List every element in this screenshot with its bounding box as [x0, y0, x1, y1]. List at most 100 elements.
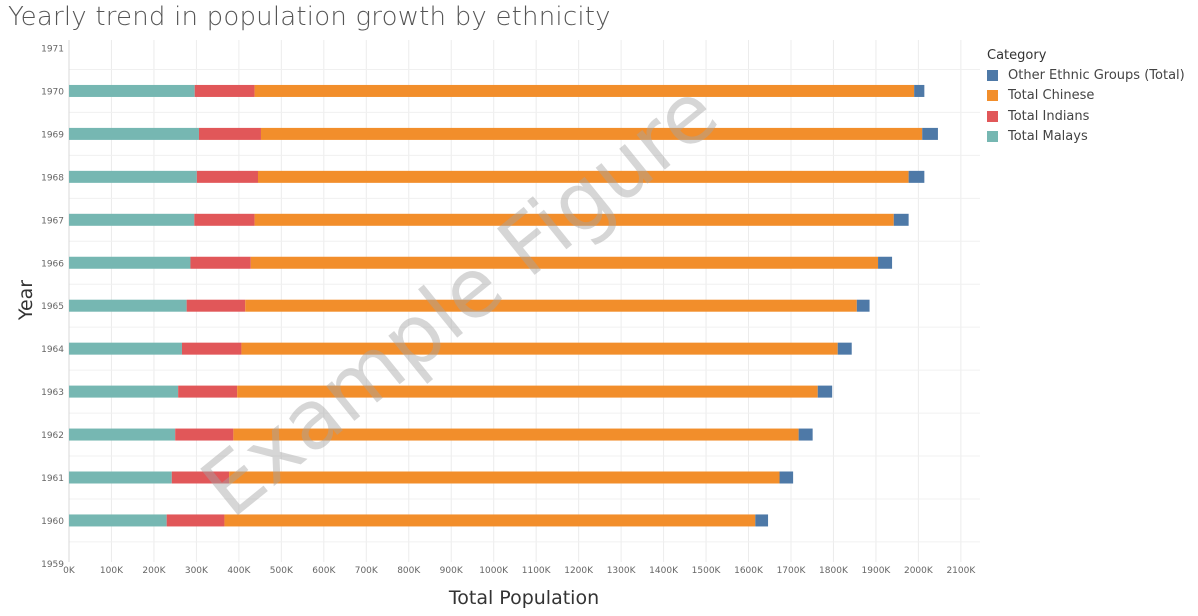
x-tick-label: 1400K [649, 566, 679, 576]
bar-segment [237, 385, 818, 398]
bar-segment [878, 256, 893, 269]
bar-segment [166, 514, 225, 527]
x-tick-label: 1000K [479, 566, 509, 576]
legend-title: Category [987, 48, 1047, 63]
y-tick-label: 1960 [41, 517, 64, 527]
y-tick-label: 1964 [41, 345, 64, 355]
legend-label: Total Malays [1008, 129, 1088, 145]
legend-item: Total Chinese [987, 86, 1185, 107]
x-tick-label: 600K [312, 566, 336, 576]
bar-segment [69, 84, 195, 97]
chart-title: Yearly trend in population growth by eth… [8, 2, 611, 32]
bar-segment [190, 256, 251, 269]
x-tick-label: 2000K [904, 566, 934, 576]
bar-segment [194, 84, 255, 97]
bar-segment [171, 471, 230, 484]
bar-segment [856, 299, 870, 312]
x-tick-label: 1200K [564, 566, 594, 576]
bar-segment [250, 256, 879, 269]
x-tick-label: 700K [355, 566, 379, 576]
x-tick-label: 100K [100, 566, 124, 576]
x-axis-ticks: 0K 100K 200K 300K 400K 500K 600K 700K 800K 900K 10… [63, 566, 976, 576]
bar-segment [175, 428, 234, 441]
bars [69, 84, 938, 527]
y-tick-label: 1966 [41, 259, 64, 269]
legend-label: Total Chinese [1008, 88, 1095, 104]
bar-segment [241, 342, 838, 355]
bar-segment [186, 299, 246, 312]
y-tick-label: 1969 [41, 130, 64, 140]
y-tick-label: 1967 [41, 216, 64, 226]
bar-segment [69, 385, 179, 398]
legend-swatch [987, 69, 998, 81]
x-tick-label: 500K [270, 566, 294, 576]
bar-segment [69, 170, 197, 183]
legend-item: Other Ethnic Groups (Total) [987, 65, 1185, 86]
legend: Category Other Ethnic Groups (Total) Tota… [987, 48, 1185, 147]
x-tick-label: 1900K [862, 566, 892, 576]
y-axis-ticks: 1971 1970 1969 1968 1967 1966 1965 1964 1963 1962… [41, 45, 64, 570]
x-tick-label: 1700K [777, 566, 807, 576]
x-tick-label: 900K [440, 566, 464, 576]
bar-segment [257, 170, 909, 183]
legend-label: Total Indians [1008, 108, 1090, 124]
legend-swatch [987, 131, 998, 143]
x-tick-label: 0K [63, 566, 76, 576]
bar-segment [69, 299, 187, 312]
bar-segment [254, 84, 915, 97]
bar-segment [196, 170, 258, 183]
bar-segment [260, 127, 923, 140]
bar-segment [69, 127, 199, 140]
bar-segment [254, 213, 894, 226]
bar-segment [229, 471, 780, 484]
y-tick-label: 1959 [41, 560, 64, 570]
legend-label: Other Ethnic Groups (Total) [1008, 67, 1185, 83]
bar-segment [922, 127, 938, 140]
y-tick-label: 1961 [41, 474, 64, 484]
bar-segment [178, 385, 238, 398]
bar-segment [893, 213, 909, 226]
bar-segment [914, 84, 925, 97]
bar-segment [779, 471, 794, 484]
legend-item: Total Malays [987, 127, 1185, 148]
x-tick-label: 300K [185, 566, 209, 576]
y-tick-label: 1968 [41, 173, 64, 183]
bar-segment [224, 514, 756, 527]
bar-segment [69, 471, 172, 484]
x-tick-label: 400K [227, 566, 251, 576]
bar-segment [69, 514, 167, 527]
bar-segment [233, 428, 799, 441]
bar-segment [837, 342, 852, 355]
bar-segment [69, 256, 191, 269]
bar-segment [798, 428, 813, 441]
bar-segment [69, 213, 195, 226]
bar-segment [69, 342, 182, 355]
y-tick-label: 1962 [41, 431, 64, 441]
bar-segment [908, 170, 925, 183]
bar-segment [69, 428, 176, 441]
x-tick-label: 1300K [607, 566, 637, 576]
y-tick-label: 1971 [41, 45, 64, 55]
x-tick-label: 1800K [819, 566, 849, 576]
y-axis-title: Year [15, 280, 37, 321]
legend-swatch [987, 110, 998, 122]
bar-segment [755, 514, 769, 527]
x-axis-title: Total Population [448, 587, 599, 609]
x-tick-label: 1100K [522, 566, 552, 576]
x-tick-label: 200K [142, 566, 166, 576]
bar-segment [245, 299, 857, 312]
legend-swatch [987, 90, 998, 102]
bar-segment [194, 213, 255, 226]
legend-items: Other Ethnic Groups (Total) Total Chinese… [987, 65, 1185, 147]
y-tick-label: 1970 [41, 87, 64, 97]
bar-segment [817, 385, 833, 398]
legend-item: Total Indians [987, 106, 1185, 127]
x-tick-label: 800K [397, 566, 421, 576]
x-tick-label: 1600K [734, 566, 764, 576]
y-tick-label: 1965 [41, 302, 64, 312]
x-tick-label: 2100K [946, 566, 976, 576]
bar-segment [198, 127, 261, 140]
x-tick-label: 1500K [692, 566, 722, 576]
bar-segment [181, 342, 242, 355]
